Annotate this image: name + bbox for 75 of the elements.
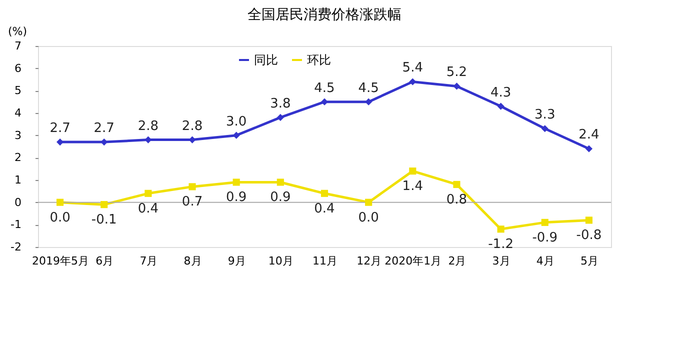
point	[100, 201, 108, 208]
data-label: 5.4	[402, 60, 423, 76]
point	[232, 132, 240, 139]
point	[409, 78, 416, 86]
point	[409, 168, 416, 175]
data-label: 1.4	[402, 179, 423, 194]
point	[541, 125, 548, 132]
data-label: -0.9	[532, 230, 558, 246]
point	[453, 180, 460, 188]
x-tick-label: 3月	[492, 254, 510, 268]
x-tick-label: 10月	[268, 254, 294, 268]
point	[188, 183, 196, 190]
data-label: 0.0	[358, 210, 379, 226]
x-tick-label: 6月	[96, 254, 114, 268]
data-label: 4.3	[490, 85, 512, 100]
point	[497, 226, 504, 233]
data-label: 5.2	[446, 65, 468, 80]
data-label: 2.4	[578, 128, 600, 143]
data-label: 3.0	[226, 114, 247, 130]
point	[56, 198, 64, 206]
data-label: 0.9	[226, 190, 247, 206]
y-tick-label: 2	[14, 151, 22, 164]
x-tick-label: 2019年5月	[32, 254, 90, 268]
y-axis-title: (%)	[8, 25, 28, 38]
point	[585, 216, 592, 224]
data-label: 0.7	[182, 194, 203, 210]
y-tick-label: -1	[10, 218, 22, 232]
x-tick-label: 9月	[228, 254, 246, 268]
data-label: 4.5	[314, 80, 335, 96]
data-label: -1.2	[488, 237, 514, 252]
point	[541, 218, 548, 226]
y-tick-label: 1	[14, 174, 22, 186]
y-tick-label: 3	[14, 128, 22, 142]
data-label: 3.8	[270, 96, 291, 112]
point	[497, 102, 504, 110]
data-label: -0.1	[91, 212, 117, 228]
data-label: 3.3	[534, 108, 556, 123]
x-tick-label: 4月	[536, 254, 554, 268]
data-label: 0.4	[314, 201, 335, 216]
y-tick-label: -2	[10, 240, 22, 254]
point	[276, 114, 284, 122]
x-tick-label: 2020年1月	[384, 254, 442, 268]
point	[365, 98, 372, 106]
y-tick-label: 6	[14, 62, 22, 75]
point	[232, 178, 240, 186]
data-label: 0.8	[446, 192, 468, 208]
data-label: -0.8	[576, 228, 602, 244]
x-tick-label: 11月	[312, 254, 338, 268]
data-label: 2.8	[138, 118, 159, 134]
point	[144, 190, 152, 197]
y-tick-label: 7	[14, 40, 22, 52]
data-label: 0.4	[138, 201, 159, 216]
y-tick-label: 4	[14, 106, 22, 120]
point	[365, 198, 372, 206]
legend-label: 环比	[307, 53, 331, 67]
point	[320, 190, 328, 197]
legend-label: 同比	[254, 53, 278, 67]
point	[453, 82, 460, 90]
data-label: 4.5	[358, 80, 379, 96]
x-tick-label: 7月	[140, 254, 158, 268]
data-label: 2.7	[94, 121, 114, 136]
x-tick-label: 12月	[356, 254, 382, 268]
data-label: 0.9	[270, 190, 291, 206]
y-tick-label: 5	[14, 84, 22, 98]
point	[100, 138, 108, 146]
data-label: 2.7	[50, 121, 70, 136]
data-label: 0.0	[50, 210, 70, 226]
data-label: 2.8	[182, 118, 203, 134]
point	[585, 145, 592, 152]
point	[276, 178, 284, 186]
x-tick-label: 8月	[184, 254, 202, 268]
y-tick-label: 0	[14, 196, 22, 209]
x-tick-label: 5月	[580, 254, 598, 268]
x-tick-label: 2月	[448, 254, 466, 268]
chart-title: 全国居民消费价格涨跌幅	[248, 7, 402, 23]
